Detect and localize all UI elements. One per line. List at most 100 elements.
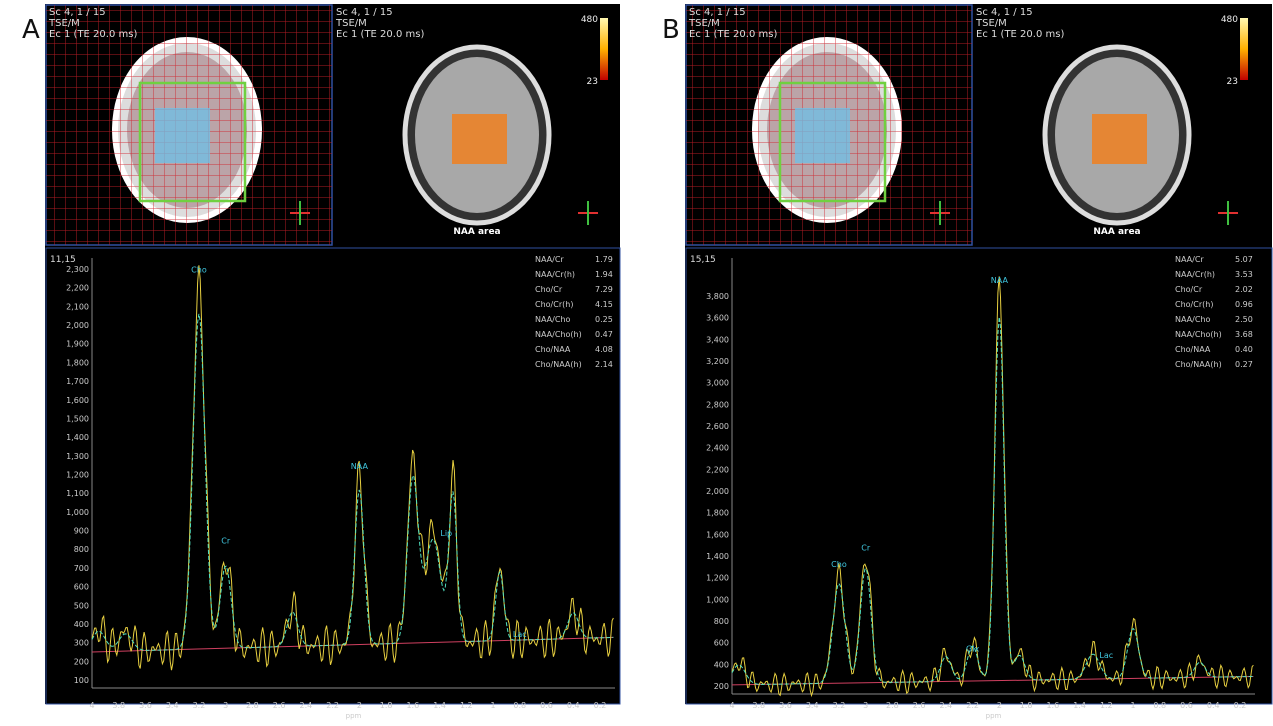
- image-header: TSE/M: [688, 18, 720, 29]
- y-tick-label: 500: [74, 601, 89, 610]
- peak-label: Cho: [191, 266, 207, 275]
- x-axis-title: ppm: [346, 712, 362, 720]
- y-tick-label: 600: [74, 583, 89, 592]
- x-tick-label: 2.2: [966, 701, 979, 710]
- x-tick-label: 3.2: [193, 701, 206, 710]
- screenshot: A48023NAA areaSc 4, 1 / 15TSE/MEc 1 (TE …: [0, 0, 1273, 726]
- naa-map: [795, 108, 850, 163]
- image-header: Sc 4, 1 / 15: [336, 7, 393, 18]
- ratio-value: 0.96: [1235, 300, 1253, 309]
- y-tick-label: 1,100: [66, 489, 89, 498]
- peak-label: Glx: [966, 644, 979, 653]
- y-tick-label: 1,000: [66, 508, 89, 517]
- ratio-name: NAA/Cho: [535, 315, 571, 324]
- y-tick-label: 1,000: [706, 595, 729, 604]
- peak-label: Lac: [1099, 651, 1113, 660]
- x-tick-label: 2.6: [913, 701, 926, 710]
- ratio-name: NAA/Cho: [1175, 315, 1211, 324]
- x-tick-label: 0.8: [513, 701, 526, 710]
- colorbar-min: 23: [1227, 77, 1238, 87]
- x-tick-label: 3.2: [833, 701, 846, 710]
- y-tick-label: 2,300: [66, 265, 89, 274]
- y-tick-label: 200: [74, 657, 89, 666]
- x-tick-label: 1.4: [433, 701, 446, 710]
- ratio-name: NAA/Cr: [535, 255, 564, 264]
- ratio-value: 4.08: [595, 345, 613, 354]
- y-tick-label: 2,600: [706, 422, 729, 431]
- image-header: Ec 1 (TE 20.0 ms): [49, 29, 137, 40]
- y-tick-label: 2,100: [66, 302, 89, 311]
- ratio-name: NAA/Cho(h): [1175, 330, 1222, 339]
- panel-label: A: [22, 15, 40, 45]
- ratio-value: 3.68: [1235, 330, 1253, 339]
- y-tick-label: 600: [714, 639, 729, 648]
- image-header: TSE/M: [335, 18, 367, 29]
- y-tick-label: 800: [74, 545, 89, 554]
- x-tick-label: 2: [357, 701, 362, 710]
- x-tick-label: 3.4: [806, 701, 819, 710]
- spectrum-frame: [46, 248, 620, 704]
- image-header: Ec 1 (TE 20.0 ms): [336, 29, 424, 40]
- y-tick-label: 300: [74, 639, 89, 648]
- image-header: Sc 4, 1 / 15: [689, 7, 746, 18]
- x-tick-label: 2: [997, 701, 1002, 710]
- ratio-name: NAA/Cr(h): [535, 270, 575, 279]
- ratio-value: 0.47: [595, 330, 613, 339]
- ratio-name: Cho/NAA: [535, 345, 571, 354]
- x-tick-label: 1.2: [460, 701, 473, 710]
- x-tick-label: 1: [1131, 701, 1136, 710]
- peak-label: Cho: [831, 560, 847, 569]
- panel-label: B: [662, 15, 680, 45]
- colorbar: [1240, 18, 1248, 80]
- y-tick-label: 700: [74, 564, 89, 573]
- voxel-coords: 11,15: [50, 255, 76, 265]
- colorbar-max: 480: [581, 15, 598, 25]
- x-tick-label: 4: [729, 701, 734, 710]
- y-tick-label: 100: [74, 676, 89, 685]
- y-tick-label: 1,900: [66, 340, 89, 349]
- image-header: Ec 1 (TE 20.0 ms): [976, 29, 1064, 40]
- x-tick-label: 1.8: [380, 701, 393, 710]
- y-tick-label: 1,800: [706, 509, 729, 518]
- y-tick-label: 400: [714, 660, 729, 669]
- x-tick-label: 0.4: [1207, 701, 1220, 710]
- ratio-name: NAA/Cho(h): [535, 330, 582, 339]
- ratio-name: Cho/NAA(h): [1175, 360, 1222, 369]
- ratio-name: Cho/Cr: [535, 285, 563, 294]
- y-tick-label: 3,200: [706, 357, 729, 366]
- y-tick-label: 3,600: [706, 314, 729, 323]
- x-tick-label: 3: [223, 701, 228, 710]
- x-tick-label: 3.6: [779, 701, 792, 710]
- ratio-value: 2.50: [1235, 315, 1253, 324]
- x-tick-label: 3.8: [112, 701, 125, 710]
- colorbar: [600, 18, 608, 80]
- y-tick-label: 1,300: [66, 452, 89, 461]
- colorbar-min: 23: [587, 77, 598, 87]
- x-tick-label: 3.4: [166, 701, 179, 710]
- ratio-value: 1.79: [595, 255, 613, 264]
- x-tick-label: 0.8: [1153, 701, 1166, 710]
- image-header: TSE/M: [975, 18, 1007, 29]
- y-tick-label: 3,800: [706, 292, 729, 301]
- x-tick-label: 1.2: [1100, 701, 1113, 710]
- x-tick-label: 4: [89, 701, 94, 710]
- naa-map: [155, 108, 210, 163]
- ratio-name: Cho/Cr(h): [535, 300, 573, 309]
- ratio-value: 0.40: [1235, 345, 1253, 354]
- y-tick-label: 1,800: [66, 358, 89, 367]
- y-tick-label: 2,400: [706, 444, 729, 453]
- y-tick-label: 400: [74, 620, 89, 629]
- ratio-name: NAA/Cr(h): [1175, 270, 1215, 279]
- y-tick-label: 1,600: [66, 396, 89, 405]
- ratio-value: 2.14: [595, 360, 613, 369]
- peak-label: Lip: [440, 529, 452, 538]
- peak-label: Cr: [861, 544, 871, 553]
- y-tick-label: 2,200: [706, 465, 729, 474]
- peak-label: Lac: [513, 630, 527, 639]
- x-tick-label: 1.4: [1073, 701, 1086, 710]
- ratio-value: 3.53: [1235, 270, 1253, 279]
- x-tick-label: 2.2: [326, 701, 339, 710]
- x-tick-label: 0.6: [540, 701, 553, 710]
- y-tick-label: 3,000: [706, 379, 729, 388]
- x-tick-label: 3.8: [752, 701, 765, 710]
